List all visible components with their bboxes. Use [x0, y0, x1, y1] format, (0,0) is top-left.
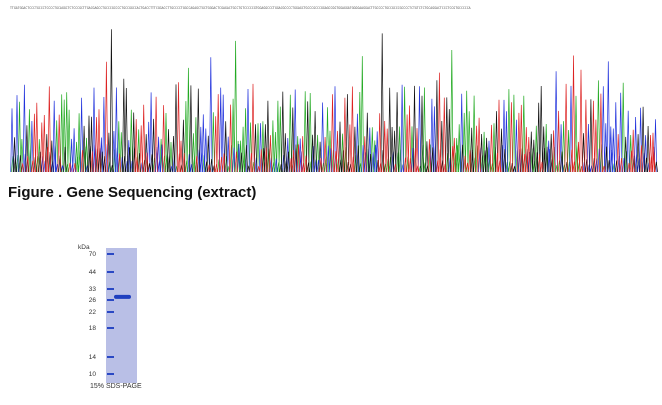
- ladder-band: [107, 311, 114, 313]
- ladder-label: 14: [89, 354, 97, 361]
- sds-page-gel: kDa 70 44 33 26 22 18 14 10: [78, 244, 137, 383]
- ladder-label: 26: [89, 297, 97, 304]
- sample-band: [114, 294, 131, 299]
- ladder-label: 10: [89, 371, 97, 378]
- ladder-band: [107, 299, 114, 301]
- gel-lane-area: [106, 248, 137, 383]
- gel-unit-label: kDa: [78, 244, 90, 251]
- sequence-header-text: TTGATGGACTCCCTGCCCTCCCCTGCAGGCTCTCCCGCTT…: [10, 6, 471, 10]
- ladder-band: [107, 253, 114, 255]
- gel-caption: 15% SDS-PAGE: [90, 383, 142, 390]
- ladder-label: 18: [89, 325, 97, 332]
- ladder-band: [107, 288, 114, 290]
- ladder-label: 70: [89, 251, 97, 258]
- ladder-band: [107, 356, 114, 358]
- ladder-label: 22: [89, 309, 97, 316]
- ladder-band: [107, 327, 114, 329]
- sequencing-chromatogram: [10, 29, 658, 173]
- figure-caption: Figure . Gene Sequencing (extract): [8, 184, 257, 201]
- ladder-band: [107, 373, 114, 375]
- trace-t: [21, 55, 656, 173]
- ladder-band: [107, 271, 114, 273]
- ladder-label: 33: [89, 286, 97, 293]
- ladder-label: 44: [89, 269, 97, 276]
- ladder-markers: 70 44 33 26 22 18 14 10: [89, 251, 114, 378]
